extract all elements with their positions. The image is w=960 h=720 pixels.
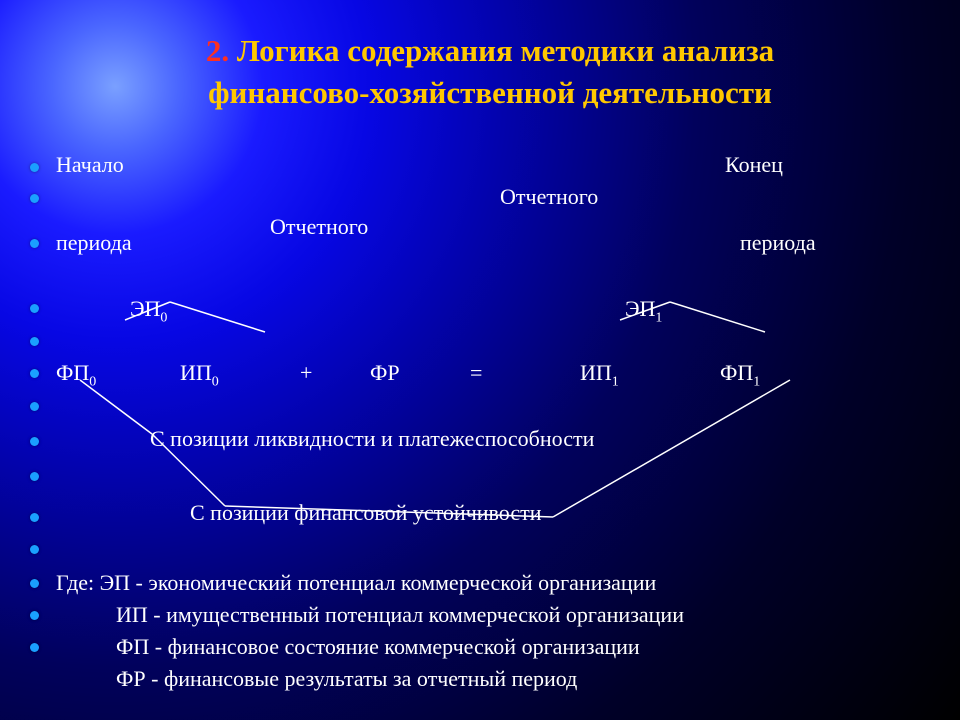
bullet-icon xyxy=(30,163,39,172)
bullet-icon xyxy=(30,545,39,554)
title-line-1: Логика содержания методики анализа xyxy=(237,33,774,68)
label-period-2: периода xyxy=(740,230,816,256)
label-fr: ФР xyxy=(370,360,400,386)
label-liquidity: С позиции ликвидности и платежеспособнос… xyxy=(150,426,594,452)
ep0-base: ЭП xyxy=(130,296,160,321)
label-start: Начало xyxy=(56,152,124,178)
slide: 2. Логика содержания методики анализа фи… xyxy=(0,0,960,720)
slide-title: 2. Логика содержания методики анализа фи… xyxy=(80,30,900,114)
bullet-icon xyxy=(30,304,39,313)
bullet-icon xyxy=(30,513,39,522)
label-reporting-2: Отчетного xyxy=(500,184,598,210)
label-ip0: ИП0 xyxy=(180,360,219,390)
fp1-sub: 1 xyxy=(753,374,760,389)
title-dot: . xyxy=(221,33,229,68)
bullet-icon xyxy=(30,337,39,346)
bullet-icon xyxy=(30,194,39,203)
bullet-icon xyxy=(30,611,39,620)
bullet-icon xyxy=(30,643,39,652)
label-fp1: ФП1 xyxy=(720,360,760,390)
label-plus: + xyxy=(300,360,312,386)
legend-fp: ФП - финансовое состояние коммерческой о… xyxy=(116,634,640,660)
bullet-icon xyxy=(30,402,39,411)
legend-ep: Где: ЭП - экономический потенциал коммер… xyxy=(56,570,656,596)
ip1-sub: 1 xyxy=(612,374,619,389)
label-stability: С позиции финансовой устойчивости xyxy=(190,500,541,526)
ep1-base: ЭП xyxy=(625,296,655,321)
bullet-icon xyxy=(30,472,39,481)
label-ep0: ЭП0 xyxy=(130,296,167,326)
ip0-sub: 0 xyxy=(212,374,219,389)
ep0-sub: 0 xyxy=(160,310,167,325)
label-period-1: периода xyxy=(56,230,132,256)
fp0-sub: 0 xyxy=(89,374,96,389)
bullet-icon xyxy=(30,369,39,378)
label-ip1: ИП1 xyxy=(580,360,619,390)
legend-fr: ФР - финансовые результаты за отчетный п… xyxy=(116,666,577,692)
label-fp0: ФП0 xyxy=(56,360,96,390)
label-reporting-1: Отчетного xyxy=(270,214,368,240)
title-number: 2 xyxy=(206,33,222,68)
ip0-base: ИП xyxy=(180,360,212,385)
ep1-sub: 1 xyxy=(655,310,662,325)
bullet-icon xyxy=(30,437,39,446)
bullet-icon xyxy=(30,239,39,248)
label-ep1: ЭП1 xyxy=(625,296,662,326)
legend-ip: ИП - имущественный потенциал коммерческо… xyxy=(116,602,684,628)
fp1-base: ФП xyxy=(720,360,753,385)
title-line-2: финансово-хозяйственной деятельности xyxy=(208,75,772,110)
ip1-base: ИП xyxy=(580,360,612,385)
label-equals: = xyxy=(470,360,482,386)
bullet-icon xyxy=(30,579,39,588)
fp0-base: ФП xyxy=(56,360,89,385)
label-end: Конец xyxy=(725,152,783,178)
